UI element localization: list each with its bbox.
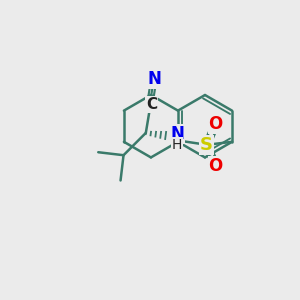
Text: S: S [200, 136, 213, 154]
Text: O: O [208, 115, 223, 133]
Text: O: O [208, 157, 223, 175]
Text: N: N [148, 70, 162, 88]
Text: N: N [170, 125, 184, 143]
Text: C: C [146, 97, 157, 112]
Text: H: H [172, 138, 182, 152]
